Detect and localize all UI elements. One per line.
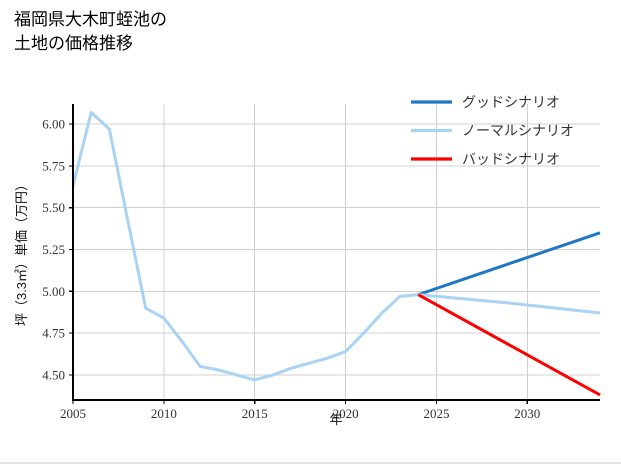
x-tick-label: 2005 [60, 406, 86, 421]
x-tick-label: 2015 [242, 406, 268, 421]
x-tick-label: 2020 [333, 406, 359, 421]
series-group [71, 110, 601, 397]
x-tick-label: 2030 [514, 406, 540, 421]
y-tick-label: 5.00 [42, 284, 65, 299]
legend-label: ノーマルシナリオ [462, 125, 574, 140]
y-axis-title: 坪（3.3㎡）単価（万円） [14, 178, 29, 326]
legend-label: バッドシナリオ [462, 153, 560, 168]
series-line [417, 231, 601, 297]
y-tick-label: 4.75 [42, 326, 65, 341]
x-axis-title: 年 [329, 412, 342, 427]
y-tick-label: 5.25 [42, 242, 65, 257]
y-tick-label: 4.50 [42, 367, 65, 382]
x-tick-label: 2010 [151, 406, 177, 421]
axis-spines [72, 104, 600, 401]
y-tick-label: 6.00 [42, 117, 65, 132]
x-tick-label: 2025 [423, 406, 449, 421]
x-tick-labels: 2005 2010 2015 2020 2025 2030 [60, 400, 540, 421]
series-line [71, 110, 601, 382]
series-line [417, 293, 601, 397]
y-tick-label: 5.75 [42, 158, 65, 173]
y-tick-labels: 4.50 4.75 5.00 5.25 5.50 5.75 6.00 [42, 117, 73, 382]
y-tick-label: 5.50 [42, 200, 65, 215]
legend-label: グッドシナリオ [462, 95, 560, 111]
chart-title: 福岡県大木町蛭池の 土地の価格推移 [14, 10, 167, 53]
